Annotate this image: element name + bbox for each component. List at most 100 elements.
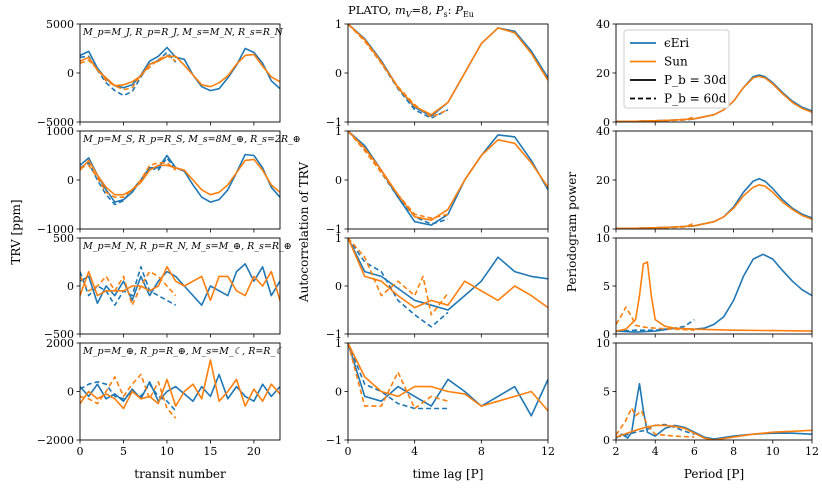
legend-label: P_b = 30d — [664, 73, 727, 87]
series-line-sun-30d — [616, 261, 812, 332]
x-tick-label: 4 — [411, 445, 418, 458]
x-tick-label: 10 — [766, 445, 780, 458]
series-line-sun-60d — [80, 373, 177, 419]
y-axis-label: Autocorrelation of TRV — [297, 162, 311, 303]
y-tick-label: 0 — [335, 386, 342, 399]
series-line-sun-30d — [80, 53, 280, 88]
legend-box — [623, 29, 730, 109]
y-tick-label: −2000 — [37, 434, 74, 447]
x-tick-label: 6 — [691, 445, 698, 458]
legend-label: ϵEri — [664, 36, 689, 50]
series-line-sun-60d — [348, 238, 449, 316]
axes-frame — [79, 130, 281, 230]
x-tick-label: 0 — [77, 445, 84, 458]
series-line-sun-60d — [80, 54, 177, 91]
subplot-row1-acf: −1 0 1 — [326, 18, 549, 129]
y-axis-label: Periodogram power — [565, 172, 579, 292]
series-line-sun-30d — [348, 343, 548, 412]
series-line-sun-60d — [616, 221, 695, 229]
y-tick-label: 0 — [67, 67, 74, 80]
series-line-eps-eri-30d — [348, 343, 548, 417]
y-tick-label: 2000 — [46, 337, 74, 350]
series-line-sun-60d — [616, 306, 695, 331]
y-tick-label: 5 — [603, 386, 610, 399]
parameter-annotation: M_p=M_S, R_p=R_S, M_s=8M_⊕, R_s=2R_⊕ — [82, 134, 301, 145]
series-line-sun-30d — [80, 158, 280, 196]
axis-labels: transit number time lag [P] Period [P] TRV … — [9, 162, 744, 481]
y-tick-label: −500 — [44, 328, 74, 341]
y-tick-label: −1 — [326, 116, 342, 129]
x-axis-label: transit number — [134, 467, 226, 481]
y-tick-label: −1000 — [37, 223, 74, 236]
x-tick-label: 12 — [805, 445, 819, 458]
axes-frame — [79, 342, 281, 441]
y-tick-label: 1 — [335, 125, 342, 138]
series-line-eps-eri-60d — [348, 238, 449, 328]
y-tick-label: 40 — [596, 18, 610, 31]
y-tick-label: 500 — [53, 232, 74, 245]
axes-frame — [347, 23, 549, 123]
y-tick-label: 10 — [596, 232, 610, 245]
y-tick-label: 5000 — [46, 18, 74, 31]
series-line-eps-eri-60d — [80, 380, 177, 412]
legend: ϵEri Sun P_b = 30d P_b = 60d — [623, 29, 730, 109]
x-tick-label: 2 — [613, 445, 620, 458]
x-tick-label: 8 — [730, 445, 737, 458]
y-tick-label: 10 — [596, 337, 610, 350]
subplot-row1-periodogram: 0 20 40 — [596, 18, 813, 129]
y-tick-label: 0 — [67, 280, 74, 293]
series-line-eps-eri-30d — [80, 153, 280, 203]
legend-label: Sun — [664, 55, 688, 69]
x-tick-label: 20 — [247, 445, 261, 458]
y-axis-label: TRV [ppm] — [9, 199, 23, 264]
x-tick-label: 5 — [120, 445, 127, 458]
axes-frame — [615, 237, 813, 335]
series-line-sun-60d — [80, 270, 177, 307]
x-tick-label: 15 — [203, 445, 217, 458]
y-tick-label: 20 — [596, 67, 610, 80]
y-tick-label: −5000 — [37, 116, 74, 129]
series-line-eps-eri-30d — [80, 46, 280, 92]
series-line-eps-eri-60d — [80, 157, 177, 206]
series-line-eps-eri-30d — [348, 238, 548, 311]
series-line-eps-eri-60d — [616, 318, 695, 332]
subplot-row3-trv: −500 0 500 M_p=M_N, R_p=R_N, M_s=M_⊕, R_s=R… — [44, 232, 292, 341]
y-tick-label: 1000 — [46, 125, 74, 138]
y-tick-label: −1 — [326, 434, 342, 447]
series-line-sun-60d — [616, 115, 695, 122]
x-tick-label: 4 — [652, 445, 659, 458]
y-tick-label: 1 — [335, 232, 342, 245]
y-tick-label: 0 — [335, 174, 342, 187]
y-tick-label: 20 — [596, 174, 610, 187]
y-tick-label: 0 — [603, 223, 610, 236]
y-tick-label: −1 — [326, 328, 342, 341]
series-line-sun-30d — [80, 359, 280, 410]
figure-title: PLATO, mV=8, Ps: PEu — [348, 3, 474, 19]
subplot-row4-periodogram: 0 5 10 2 4 6 8 10 12 — [596, 337, 819, 458]
x-axis-label: time lag [P] — [413, 467, 484, 481]
axes-frame — [79, 23, 281, 123]
y-tick-label: 5 — [603, 280, 610, 293]
y-tick-label: 0 — [603, 328, 610, 341]
subplot-row2-trv: −1000 0 1000 M_p=M_S, R_p=R_S, M_s=8M_⊕, R_… — [37, 125, 301, 236]
series-line-eps-eri-30d — [616, 253, 812, 333]
series-line-eps-eri-30d — [348, 131, 548, 226]
legend-label: P_b = 60d — [664, 92, 727, 106]
y-tick-label: 0 — [335, 280, 342, 293]
parameter-annotation: M_p=M_J, R_p=R_J, M_s=M_N, R_s=R_N — [82, 27, 284, 38]
series-line-eps-eri-30d — [616, 382, 812, 440]
series-line-sun-60d — [348, 24, 449, 118]
series-line-sun-60d — [616, 407, 695, 438]
y-tick-label: −1 — [326, 223, 342, 236]
series-line-sun-30d — [80, 265, 280, 302]
y-tick-label: 40 — [596, 125, 610, 138]
y-tick-label: 0 — [335, 67, 342, 80]
subplot-row2-acf: −1 0 1 — [326, 125, 549, 236]
y-tick-label: 0 — [67, 174, 74, 187]
parameter-annotation: M_p=M_⊕, R_p=R_⊕, M_s=M_☾, R=R_☾ — [82, 346, 284, 357]
series-line-sun-30d — [348, 24, 548, 116]
